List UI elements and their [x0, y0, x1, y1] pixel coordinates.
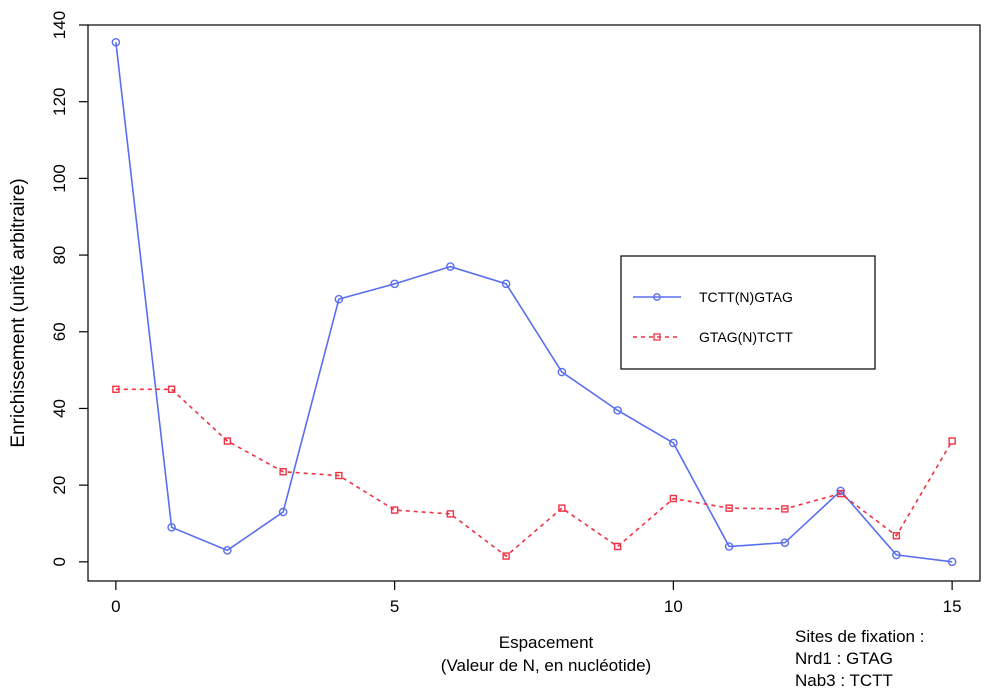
legend-marker-2 — [653, 333, 661, 341]
x-axis-title: Espacement — [499, 633, 594, 652]
series-2-point — [613, 542, 622, 551]
series-2-point — [781, 505, 789, 513]
series-2-point — [390, 506, 399, 514]
y-tick-label: 100 — [50, 164, 69, 192]
series-2-point — [669, 494, 678, 503]
series-2-point — [223, 437, 232, 445]
series-1-point — [278, 507, 288, 517]
series-1-point — [390, 279, 399, 289]
series-2-point — [112, 385, 120, 393]
series-2-point — [167, 385, 176, 393]
series-2-point — [948, 437, 956, 445]
series-1-point — [947, 557, 957, 567]
x-tick-label: 0 — [111, 597, 120, 616]
series-1-point — [446, 262, 455, 271]
series-2-point — [558, 504, 566, 512]
y-tick-label: 0 — [50, 557, 69, 566]
legend-marker-1 — [653, 293, 661, 301]
y-tick-label: 40 — [50, 399, 69, 418]
series-2-point — [836, 489, 845, 498]
series-1-point — [223, 546, 232, 555]
series-2-point — [335, 471, 343, 480]
y-tick-label: 140 — [50, 11, 69, 39]
y-tick-label: 20 — [50, 476, 69, 495]
legend-label-2: GTAG(N)TCTT — [699, 329, 793, 345]
y-tick-label: 120 — [50, 88, 69, 116]
series-1-point — [334, 294, 344, 304]
x-tick-label: 5 — [390, 597, 399, 616]
y-axis-title: Enrichissement (unité arbitraire) — [8, 178, 29, 447]
series-1-point — [780, 538, 790, 547]
x-axis-subtitle: (Valeur de N, en nucléotide) — [441, 656, 651, 675]
x-tick-label: 15 — [943, 597, 962, 616]
series-1-point — [167, 523, 176, 532]
y-tick-label: 60 — [50, 322, 69, 341]
series-2-point — [725, 504, 733, 512]
series-1-point — [892, 550, 901, 560]
series-1-point — [557, 367, 567, 377]
y-tick-label: 80 — [50, 246, 69, 265]
plot-frame — [87, 24, 981, 582]
legend-box — [620, 255, 876, 370]
series-1-point — [501, 279, 511, 289]
legend-label-1: TCTT(N)GTAG — [699, 289, 793, 305]
series-line-1 — [115, 42, 953, 563]
series-1-point — [724, 542, 734, 551]
series-2-point — [279, 468, 287, 476]
series-line-2 — [115, 388, 953, 558]
note-line: Nrd1 : GTAG — [795, 649, 893, 668]
series-1-point — [669, 438, 678, 448]
series-1-point — [613, 406, 622, 415]
note-line: Nab3 : TCTT — [795, 671, 893, 690]
fixation-sites-note: Sites de fixation : Nrd1 : GTAG Nab3 : T… — [795, 626, 924, 692]
series-2-point — [892, 532, 901, 540]
x-tick-label: 10 — [664, 597, 683, 616]
series-1-point — [111, 37, 121, 47]
series-2-point — [502, 552, 510, 560]
note-line: Sites de fixation : — [795, 627, 925, 646]
series-2-point — [446, 510, 455, 518]
